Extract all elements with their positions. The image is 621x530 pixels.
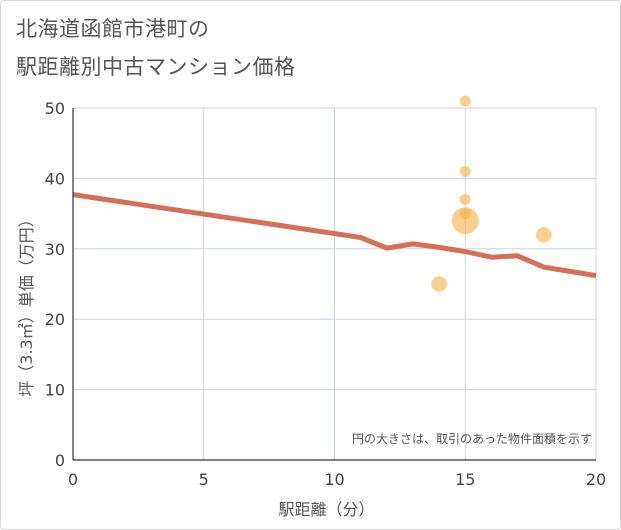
- y-tick-label-2: 20: [45, 310, 65, 329]
- y-tick-label-3: 30: [45, 240, 65, 259]
- axis-layer: [72, 108, 596, 461]
- bubble-size-note: 円の大きさは、取引のあった物件面積を示す: [352, 431, 592, 446]
- scatter-point-4: [451, 207, 479, 235]
- scatter-point-5: [431, 276, 447, 292]
- x-tick-label-3: 15: [455, 470, 475, 489]
- scatter-point-0: [459, 95, 471, 107]
- y-tick-label-0: 0: [55, 451, 65, 470]
- x-axis-title: 駅距離（分）: [278, 500, 374, 519]
- y-tick-label-5: 50: [45, 99, 65, 118]
- x-tick-label-0: 0: [68, 470, 78, 489]
- trend-layer: [72, 192, 597, 279]
- y-tick-label-4: 40: [45, 169, 65, 188]
- bubble-layer: [431, 95, 552, 292]
- grid-layer: [73, 107, 597, 460]
- x-tick-label-4: 20: [586, 470, 606, 489]
- y-axis-title: 坪（3.3㎡）単価（万円）: [17, 211, 36, 396]
- chart-title-line-1: 北海道函館市港町の: [16, 17, 210, 41]
- scatter-point-1: [459, 165, 471, 177]
- trend-line: [72, 192, 597, 279]
- x-tick-label-2: 10: [324, 470, 344, 489]
- scatter-point-2: [459, 194, 471, 206]
- x-tick-label-1: 5: [199, 470, 209, 489]
- y-tick-label-1: 10: [45, 381, 65, 400]
- label-layer: 0 5 10 15 20 0 10 20 30 40 50: [45, 99, 607, 489]
- chart-title-line-2: 駅距離別中古マンション価格: [16, 55, 296, 79]
- scatter-point-6: [535, 226, 552, 243]
